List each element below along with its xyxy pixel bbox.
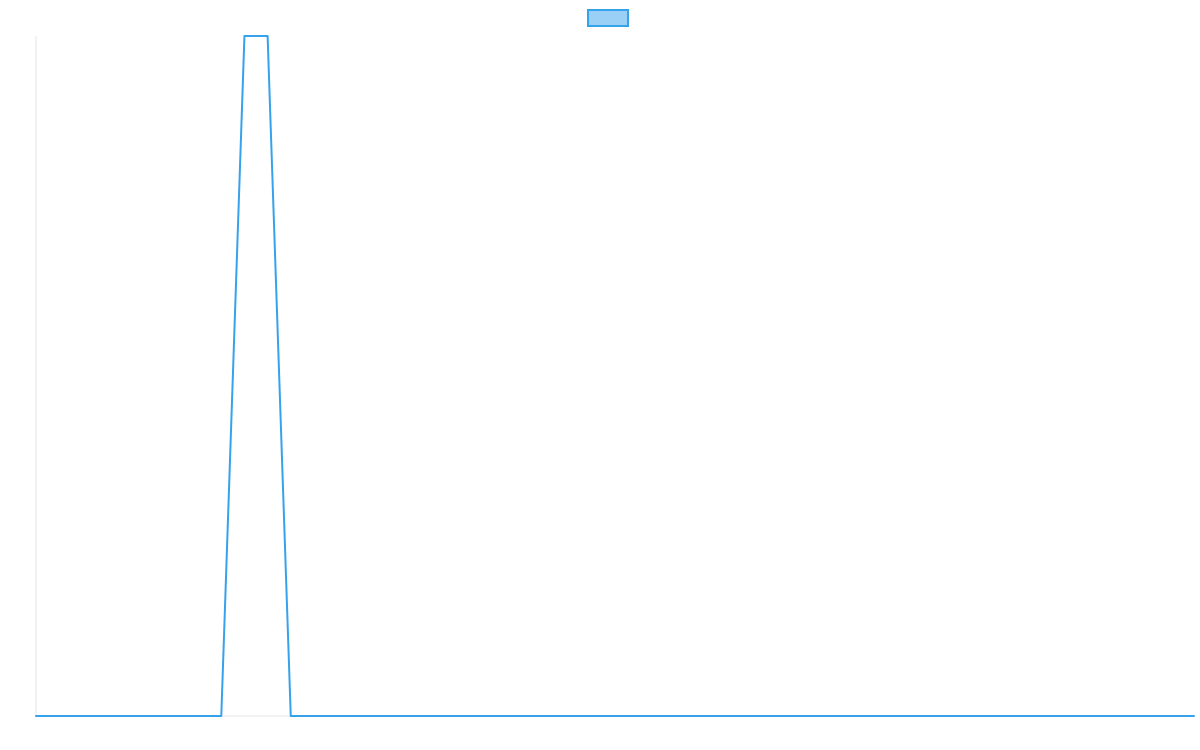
series-layer [35, 35, 1195, 717]
series-line-0 [35, 35, 1195, 717]
legend-swatch[interactable] [587, 9, 629, 27]
axes [35, 36, 1194, 717]
legend[interactable] [587, 9, 629, 27]
